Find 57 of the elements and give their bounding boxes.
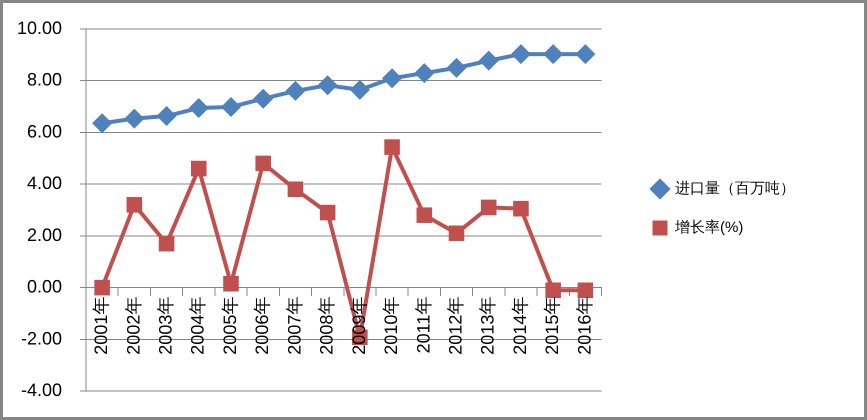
point — [124, 108, 144, 129]
point — [350, 80, 370, 100]
x-tick-label: 2011年 — [413, 296, 434, 354]
x-tick-label: 2006年 — [252, 296, 272, 355]
point — [188, 98, 209, 118]
y-tick-label: 10.00 — [16, 18, 62, 38]
point — [384, 139, 400, 155]
point — [156, 106, 177, 126]
x-tick-label: 2010年 — [381, 296, 402, 355]
x-tick-label: 2003年 — [156, 296, 176, 355]
point — [190, 160, 207, 176]
x-tick-label: 2012年 — [445, 296, 466, 355]
x-tick-label: 2001年 — [91, 296, 112, 355]
point — [92, 113, 112, 134]
point — [480, 200, 497, 216]
point — [320, 204, 336, 220]
point — [545, 282, 561, 298]
y-tick-label: 6.00 — [26, 121, 62, 142]
x-tick-label: 2002年 — [123, 296, 144, 355]
legend-label: 进口量（百万吨） — [675, 180, 795, 198]
point — [94, 280, 110, 296]
point — [158, 236, 174, 252]
y-tick-label: 4.00 — [26, 173, 62, 194]
point — [382, 68, 402, 88]
point — [446, 58, 467, 78]
point — [578, 282, 594, 298]
point — [513, 200, 529, 216]
point — [416, 207, 432, 223]
point — [543, 44, 564, 64]
y-tick-label: 8.00 — [26, 70, 62, 90]
point — [510, 44, 531, 64]
y-tick-label: -4.00 — [20, 380, 62, 400]
point — [575, 44, 596, 64]
y-tick-label: -2.00 — [20, 328, 62, 348]
x-tick-label: 2016年 — [574, 296, 594, 355]
point — [448, 226, 464, 242]
x-tick-label: 2005年 — [220, 296, 240, 355]
point — [288, 182, 304, 198]
point — [223, 276, 239, 292]
x-tick-label: 2009年 — [348, 296, 369, 355]
point — [318, 75, 338, 96]
x-tick-label: 2014年 — [510, 296, 530, 355]
point — [478, 50, 499, 71]
y-tick-label: 0.00 — [26, 276, 62, 297]
x-tick-label: 2007年 — [284, 296, 304, 355]
x-tick-label: 2008年 — [316, 296, 337, 355]
x-tick-label: 2013年 — [478, 296, 498, 355]
point — [253, 88, 274, 109]
point — [414, 63, 434, 84]
point — [126, 197, 142, 213]
point — [285, 80, 306, 101]
x-tick-label: 2004年 — [188, 296, 208, 355]
legend-label: 增长率(%) — [674, 219, 744, 236]
x-tick-label: 2015年 — [542, 296, 562, 355]
y-tick-label: 2.00 — [26, 224, 62, 245]
point — [220, 96, 241, 117]
point — [255, 156, 271, 172]
